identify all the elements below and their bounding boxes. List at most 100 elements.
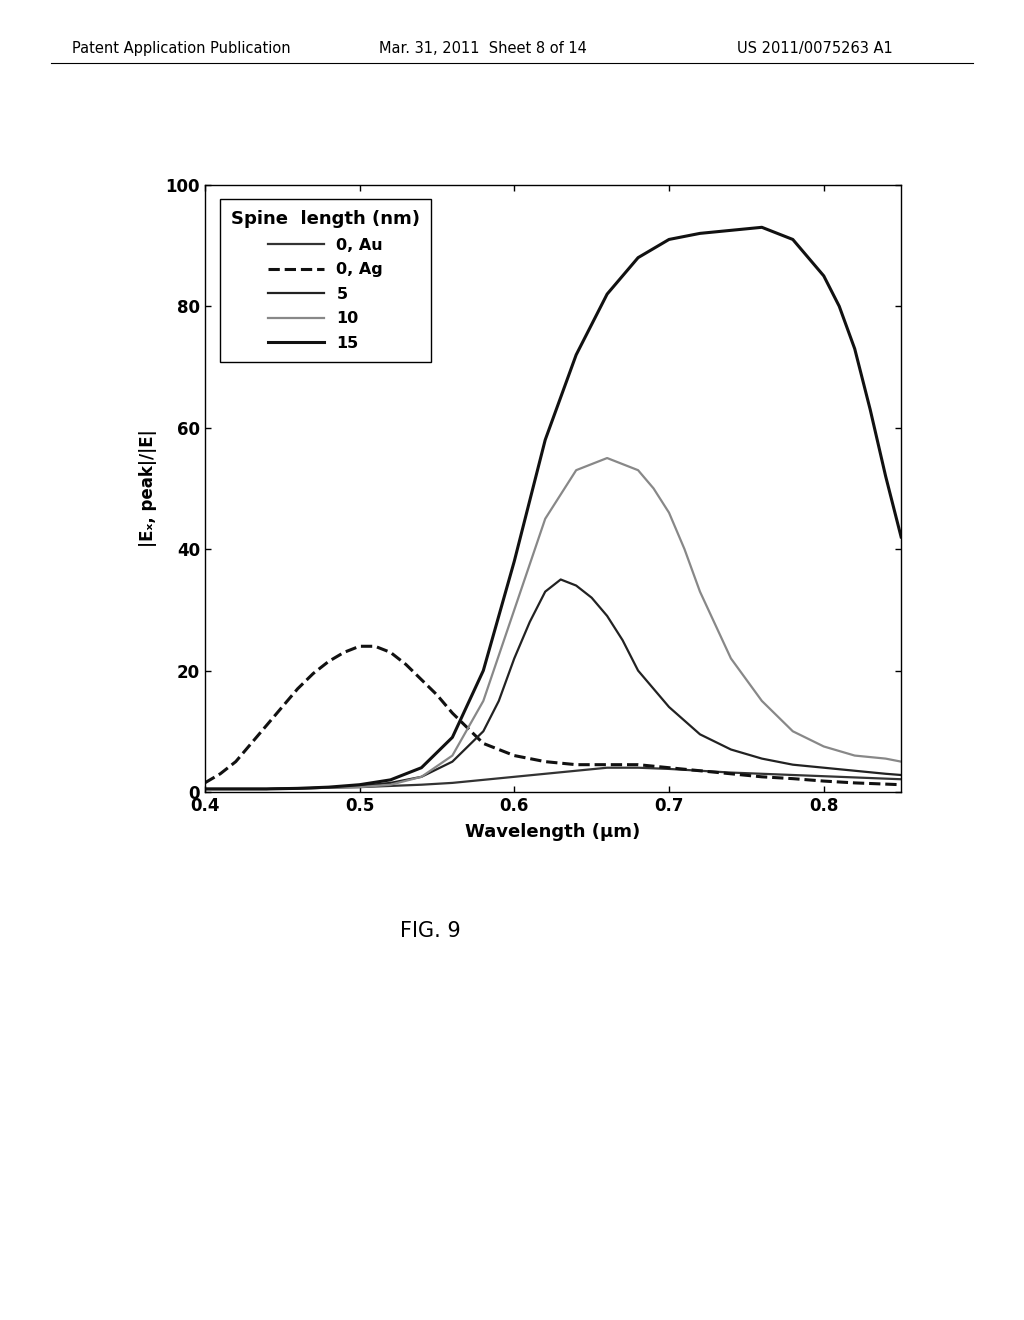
Line: 10: 10 bbox=[205, 458, 901, 789]
15 bbox=[477, 663, 489, 678]
5 bbox=[493, 693, 505, 709]
10 bbox=[260, 781, 272, 797]
15 bbox=[353, 776, 366, 792]
0, Au bbox=[725, 764, 737, 780]
15 bbox=[260, 781, 272, 797]
15 bbox=[895, 529, 907, 545]
0, Au bbox=[214, 781, 226, 797]
0, Ag bbox=[756, 768, 768, 784]
Line: 0, Au: 0, Au bbox=[205, 768, 901, 789]
0, Au bbox=[276, 780, 289, 796]
0, Ag bbox=[353, 639, 366, 655]
0, Ag bbox=[601, 756, 613, 772]
5 bbox=[229, 781, 242, 797]
15 bbox=[601, 286, 613, 302]
0, Ag bbox=[214, 766, 226, 781]
0, Au bbox=[849, 770, 861, 785]
0, Ag bbox=[539, 754, 551, 770]
0, Ag bbox=[849, 775, 861, 791]
10 bbox=[786, 723, 799, 739]
10 bbox=[601, 450, 613, 466]
Line: 15: 15 bbox=[205, 227, 901, 789]
0, Au bbox=[416, 776, 428, 792]
0, Au bbox=[446, 775, 459, 791]
15 bbox=[416, 760, 428, 776]
10 bbox=[292, 780, 304, 796]
0, Ag bbox=[895, 776, 907, 792]
15 bbox=[384, 772, 396, 788]
0, Au bbox=[570, 763, 583, 779]
0, Au bbox=[260, 781, 272, 797]
0, Ag bbox=[338, 644, 350, 660]
15 bbox=[446, 730, 459, 746]
5 bbox=[523, 614, 536, 630]
5 bbox=[260, 781, 272, 797]
15 bbox=[292, 780, 304, 796]
10 bbox=[895, 754, 907, 770]
15 bbox=[508, 553, 520, 569]
5 bbox=[570, 578, 583, 594]
0, Ag bbox=[694, 763, 707, 779]
5 bbox=[880, 766, 892, 781]
0, Au bbox=[756, 766, 768, 781]
Line: 0, Ag: 0, Ag bbox=[205, 647, 901, 784]
0, Au bbox=[601, 760, 613, 776]
0, Ag bbox=[323, 653, 335, 669]
0, Au bbox=[817, 768, 829, 784]
X-axis label: Wavelength (μm): Wavelength (μm) bbox=[465, 824, 641, 841]
5 bbox=[539, 583, 551, 599]
10 bbox=[323, 780, 335, 796]
5 bbox=[694, 726, 707, 742]
10 bbox=[817, 739, 829, 755]
15 bbox=[663, 231, 675, 247]
15 bbox=[632, 249, 644, 265]
5 bbox=[586, 590, 598, 606]
Legend: 0, Au, 0, Ag, 5, 10, 15: 0, Au, 0, Ag, 5, 10, 15 bbox=[220, 199, 431, 362]
5 bbox=[384, 775, 396, 791]
15 bbox=[786, 231, 799, 247]
5 bbox=[849, 763, 861, 779]
0, Au bbox=[245, 781, 257, 797]
5 bbox=[416, 768, 428, 784]
0, Ag bbox=[229, 754, 242, 770]
Line: 5: 5 bbox=[205, 579, 901, 789]
5 bbox=[323, 780, 335, 796]
10 bbox=[508, 602, 520, 618]
Text: US 2011/0075263 A1: US 2011/0075263 A1 bbox=[737, 41, 893, 57]
5 bbox=[477, 723, 489, 739]
Y-axis label: |Eₓ, peak|/|E|: |Eₓ, peak|/|E| bbox=[139, 429, 157, 548]
0, Ag bbox=[369, 639, 381, 655]
5 bbox=[199, 781, 211, 797]
10 bbox=[694, 583, 707, 599]
0, Ag bbox=[477, 735, 489, 751]
15 bbox=[817, 268, 829, 284]
5 bbox=[817, 760, 829, 776]
Text: Mar. 31, 2011  Sheet 8 of 14: Mar. 31, 2011 Sheet 8 of 14 bbox=[379, 41, 587, 57]
0, Au bbox=[199, 781, 211, 797]
5 bbox=[663, 700, 675, 715]
5 bbox=[632, 663, 644, 678]
0, Ag bbox=[260, 717, 272, 733]
Text: FIG. 9: FIG. 9 bbox=[399, 921, 461, 941]
0, Ag bbox=[786, 771, 799, 787]
0, Ag bbox=[384, 644, 396, 660]
10 bbox=[663, 504, 675, 520]
0, Au bbox=[880, 771, 892, 787]
5 bbox=[446, 754, 459, 770]
0, Ag bbox=[416, 672, 428, 688]
0, Au bbox=[353, 779, 366, 795]
10 bbox=[384, 776, 396, 792]
10 bbox=[647, 480, 659, 496]
0, Ag bbox=[570, 756, 583, 772]
10 bbox=[539, 511, 551, 527]
10 bbox=[632, 462, 644, 478]
0, Au bbox=[632, 760, 644, 776]
0, Au bbox=[895, 771, 907, 787]
0, Ag bbox=[817, 774, 829, 789]
0, Ag bbox=[292, 681, 304, 697]
0, Ag bbox=[399, 656, 412, 672]
15 bbox=[849, 341, 861, 356]
15 bbox=[199, 781, 211, 797]
0, Ag bbox=[431, 686, 443, 702]
0, Au bbox=[323, 780, 335, 796]
